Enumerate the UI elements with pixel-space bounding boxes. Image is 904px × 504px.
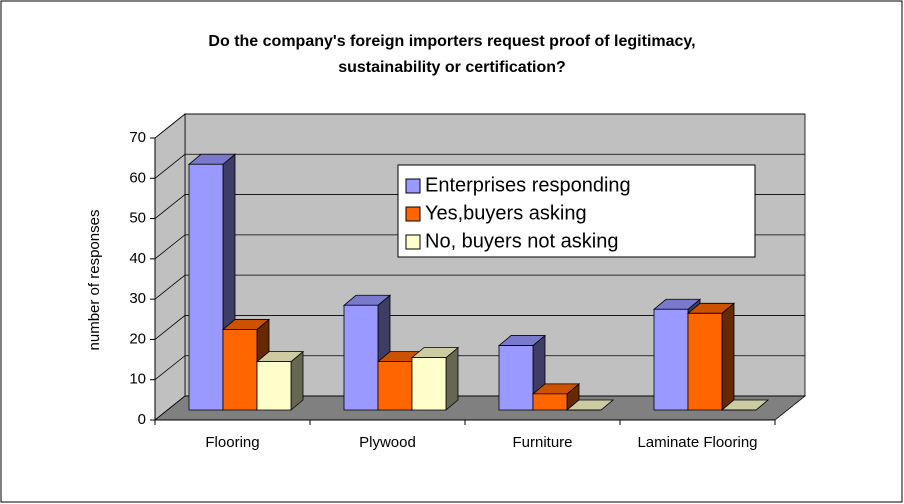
- grid-line: [154, 153, 805, 179]
- bar-front: [653, 308, 689, 411]
- y-tick-label: 40: [129, 250, 146, 267]
- y-tick-label: 50: [129, 210, 146, 227]
- bar-front: [532, 393, 568, 411]
- y-tick-label: 60: [129, 169, 146, 186]
- legend-box: [397, 164, 756, 258]
- x-tick-label: Plywood: [359, 434, 416, 451]
- legend-label: No, buyers not asking: [425, 230, 618, 252]
- bar-side: [445, 346, 459, 411]
- x-tick-label: Laminate Flooring: [637, 434, 758, 451]
- legend-swatch: [405, 234, 421, 250]
- bar: [686, 302, 736, 411]
- bar-front: [687, 312, 723, 411]
- y-tick-label: 0: [138, 411, 146, 428]
- y-tick-label: 30: [129, 290, 146, 307]
- bar-front: [377, 361, 413, 411]
- bar: [531, 383, 581, 411]
- bar-front: [188, 163, 224, 411]
- legend-swatch: [405, 178, 421, 194]
- grid-line: [154, 113, 805, 139]
- x-tick-label: Flooring: [205, 434, 260, 451]
- bar-front: [256, 361, 292, 411]
- x-tick-label: Furniture: [512, 434, 573, 451]
- bar-front: [411, 357, 447, 411]
- bar-front: [343, 304, 379, 411]
- y-tick-label: 10: [129, 371, 146, 388]
- grid-line: [154, 355, 805, 381]
- bar: [255, 350, 305, 411]
- bar: [565, 399, 615, 411]
- bar-side: [721, 302, 735, 411]
- legend-label: Enterprises responding: [425, 174, 631, 196]
- bar-front: [498, 345, 534, 411]
- side-wall: [154, 113, 186, 421]
- y-axis-label: number of responses: [86, 210, 103, 351]
- y-tick-label: 70: [129, 129, 146, 146]
- bar: [410, 346, 460, 411]
- bar-front: [222, 329, 258, 411]
- bar: [720, 399, 770, 411]
- legend-swatch: [405, 206, 421, 222]
- grid-line: [154, 395, 805, 421]
- grid-line: [154, 315, 805, 340]
- y-tick-label: 20: [129, 330, 146, 347]
- legend-label: Yes,buyers asking: [425, 202, 587, 224]
- chart-title: Do the company's foreign importers reque…: [208, 33, 695, 50]
- chart-title: sustainability or certification?: [338, 59, 566, 76]
- grid-line: [154, 274, 805, 300]
